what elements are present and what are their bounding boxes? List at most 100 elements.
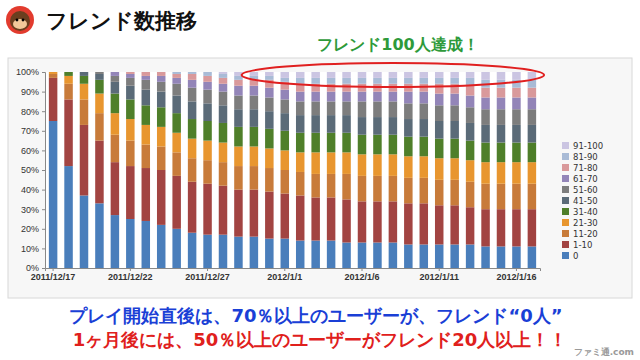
bar-segment <box>111 72 119 76</box>
bar-segment <box>126 72 134 73</box>
bar-segment <box>342 133 350 153</box>
bar-segment <box>373 243 381 268</box>
bar-segment <box>420 244 428 268</box>
bar-segment <box>435 244 443 268</box>
bar-segment <box>481 88 489 98</box>
bar-segment <box>466 207 474 244</box>
bar-segment <box>172 113 180 133</box>
bar-segment <box>111 94 119 114</box>
bar-segment <box>80 72 88 73</box>
bar-segment <box>373 201 381 242</box>
tick-label: 20% <box>21 224 39 234</box>
legend-swatch <box>562 186 569 193</box>
bar-segment <box>420 203 428 244</box>
bar-segment <box>481 162 489 184</box>
bar-segment <box>80 72 88 73</box>
bar-segment <box>281 239 289 268</box>
bar-segment <box>373 92 381 102</box>
bar-segment <box>157 72 165 73</box>
bar-segment <box>358 101 366 117</box>
bar-segment <box>435 84 443 94</box>
bar-segment <box>358 72 366 78</box>
bar-segment <box>327 174 335 198</box>
plot-area <box>45 72 540 268</box>
bar-segment <box>265 97 273 111</box>
legend-swatch <box>562 252 569 259</box>
bar-segment <box>373 72 381 78</box>
bar-segment <box>327 197 335 240</box>
bar-segment <box>265 72 273 76</box>
bar-segment <box>234 190 242 237</box>
bar-segment <box>497 162 505 184</box>
bar-segment <box>373 154 381 176</box>
bar-segment <box>358 78 366 84</box>
bar-segment <box>296 172 304 196</box>
bar-segment <box>142 72 150 76</box>
bar-segment <box>111 72 119 73</box>
tick-label: 10% <box>21 244 39 254</box>
bar-segment <box>64 72 72 73</box>
bar-segment <box>265 88 273 98</box>
bar-segment <box>203 184 211 235</box>
bar-segment <box>234 127 242 147</box>
bar-segment <box>111 82 119 94</box>
tick: 2011/12/27 <box>185 268 230 282</box>
bar-segment <box>250 190 258 237</box>
tick: 2012/1/6 <box>344 268 379 282</box>
tick-label: 2011/12/27 <box>185 272 230 282</box>
bar-segment <box>389 101 397 117</box>
tick: 2012/1/16 <box>496 268 536 282</box>
bar-segment <box>342 84 350 92</box>
legend-label: 71-80 <box>573 163 598 173</box>
annotation: ファミ通.com <box>574 347 634 357</box>
bar-segment <box>172 176 180 229</box>
tick-label: 30% <box>21 205 39 215</box>
bar-segment <box>281 72 289 78</box>
bar-segment <box>404 119 412 137</box>
legend-label: 1-10 <box>573 240 592 250</box>
bar-segment <box>80 125 88 196</box>
tick: 2012/1/1 <box>267 268 302 282</box>
legend-label: 31-40 <box>573 207 598 217</box>
bar-segment <box>250 109 258 127</box>
bar-segment <box>497 88 505 98</box>
bar-segment <box>311 115 319 133</box>
bar-segment <box>111 113 119 135</box>
legend-swatch <box>562 208 569 215</box>
bar-segment <box>64 72 72 73</box>
tick-mark <box>42 170 45 171</box>
tick-mark <box>42 92 45 93</box>
bar-segment <box>157 127 165 147</box>
icon-eye <box>16 19 19 22</box>
bar-segment <box>219 235 227 268</box>
legend-item: 11-20 <box>562 229 598 239</box>
bar-segment <box>497 184 505 209</box>
bar-segment <box>142 125 150 145</box>
bar-segment <box>49 74 57 78</box>
bar-segment <box>389 117 397 135</box>
bar-segment <box>234 166 242 190</box>
bar-segment <box>327 78 335 84</box>
icon-ring <box>6 6 34 34</box>
tick-mark <box>516 268 517 271</box>
bar-segment <box>111 72 119 73</box>
bar-segment <box>435 72 443 78</box>
bar-segment <box>497 209 505 246</box>
bar-segment <box>466 123 474 141</box>
bar-segment <box>234 237 242 268</box>
bar-segment <box>64 72 72 73</box>
icon-eye <box>22 19 25 22</box>
tick-label: 2012/1/6 <box>344 272 379 282</box>
bar-segment <box>203 72 211 73</box>
bar-segment <box>203 141 211 161</box>
bar-segment <box>95 80 103 94</box>
bar-segment <box>466 96 474 108</box>
bar-segment <box>528 184 536 209</box>
bar-segment <box>327 152 335 174</box>
tick: 20% <box>21 224 45 234</box>
bar-segment <box>142 72 150 73</box>
tick: 40% <box>21 185 45 195</box>
bar-segment <box>80 76 88 84</box>
bar-segment <box>188 139 196 159</box>
bar-segment <box>203 235 211 268</box>
